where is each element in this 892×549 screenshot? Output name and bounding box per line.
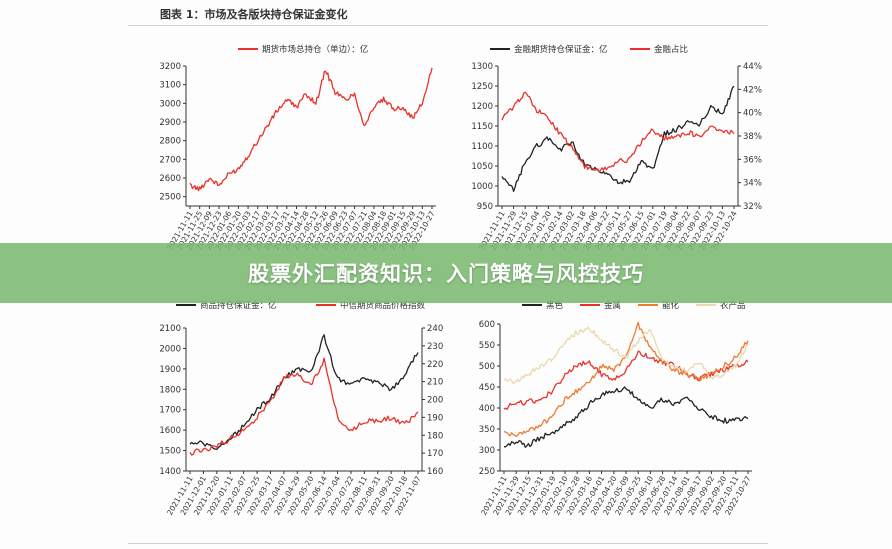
y-tick-label: 950 <box>477 202 493 212</box>
y-tick-label: 1400 <box>159 467 181 477</box>
legend-label: 金融占比 <box>654 44 688 55</box>
y-tick-label: 2700 <box>159 155 181 165</box>
y-tick-label: 2900 <box>159 118 181 128</box>
y-right-tick-label: 36% <box>743 155 762 165</box>
y-tick-label: 2600 <box>159 174 181 184</box>
y-tick-label: 1700 <box>159 406 181 416</box>
y-right-tick-label: 210 <box>427 378 443 388</box>
top-rule <box>128 25 768 26</box>
y-tick-label: 250 <box>479 467 495 477</box>
series-line-1 <box>189 334 419 451</box>
y-right-tick-label: 220 <box>427 360 443 370</box>
legend-label: 黑色 <box>546 300 564 311</box>
series-line-1 <box>189 67 433 192</box>
y-right-tick-label: 190 <box>427 413 443 423</box>
y-right-tick-label: 170 <box>427 449 443 459</box>
y-tick-label: 600 <box>479 320 495 330</box>
y-tick-label: 500 <box>479 362 495 372</box>
y-tick-label: 1800 <box>159 385 181 395</box>
y-tick-label: 350 <box>479 425 495 435</box>
y-right-tick-label: 200 <box>427 396 443 406</box>
series-line-4 <box>503 326 749 385</box>
y-tick-label: 2100 <box>159 324 181 334</box>
banner-overlay: 股票外汇配资知识：入门策略与风控技巧 <box>0 243 892 303</box>
legend-label: 能化 <box>662 300 680 311</box>
y-tick-label: 450 <box>479 383 495 393</box>
y-tick-label: 1500 <box>159 447 181 457</box>
series-line-3 <box>503 321 749 437</box>
legend-label: 商品持仓保证金：亿 <box>200 300 277 311</box>
y-tick-label: 1000 <box>471 182 493 192</box>
y-right-tick-label: 32% <box>743 202 762 212</box>
chart-sector-margin: 2503003504004505005506002021-11-112021-1… <box>479 300 753 517</box>
legend-label: 期货市场总持仓（单边）：亿 <box>262 44 368 55</box>
y-tick-label: 550 <box>479 341 495 351</box>
y-right-tick-label: 34% <box>743 179 762 189</box>
y-tick-label: 1200 <box>471 102 493 112</box>
chart-commodity-margin: 1400 1500 1600 1700 1800 1900 2000 2100 160 170 18… <box>159 300 443 517</box>
y-tick-label: 2000 <box>159 344 181 354</box>
y-right-tick-label: 240 <box>427 324 443 334</box>
y-tick-label: 2500 <box>159 193 181 203</box>
y-tick-label: 400 <box>479 404 495 414</box>
y-right-tick-label: 38% <box>743 132 762 142</box>
y-tick-label: 1150 <box>471 122 493 132</box>
series-line-2 <box>189 357 419 456</box>
y-tick-label: 3000 <box>159 99 181 109</box>
y-tick-label: 1900 <box>159 365 181 375</box>
y-tick-label: 1050 <box>471 162 493 172</box>
y-tick-label: 2800 <box>159 137 181 147</box>
series-line-2 <box>501 91 735 173</box>
y-right-tick-label: 44% <box>743 62 762 72</box>
y-right-tick-label: 230 <box>427 342 443 352</box>
legend-label: 农产品 <box>720 300 746 311</box>
y-tick-label: 1100 <box>471 142 493 152</box>
banner-text: 股票外汇配资知识：入门策略与风控技巧 <box>248 262 644 286</box>
y-tick-label: 1250 <box>471 82 493 92</box>
y-tick-label: 1300 <box>471 62 493 72</box>
bottom-rule <box>128 543 768 544</box>
chart-financial-margin: 950 1000 1050 1100 1150 1200 1250 1300 32% 34% 36%… <box>471 44 762 252</box>
y-right-tick-label: 180 <box>427 431 443 441</box>
series-line-1 <box>501 85 735 192</box>
legend-label: 中信期货商品价格指数 <box>340 300 426 311</box>
y-tick-label: 300 <box>479 446 495 456</box>
legend-label: 金融期货持仓保证金：亿 <box>514 44 608 55</box>
y-right-tick-label: 160 <box>427 467 443 477</box>
series-line-1 <box>503 386 749 448</box>
y-tick-label: 3100 <box>159 81 181 91</box>
y-right-tick-label: 42% <box>743 85 762 95</box>
legend-label: 金属 <box>604 300 621 311</box>
figure-title: 图表 1：市场及各版块持仓保证金变化 <box>160 8 348 21</box>
y-tick-label: 3200 <box>159 62 181 72</box>
chart-total-open-interest: 250026002700280029003000310032002021-11-… <box>159 44 436 252</box>
y-right-tick-label: 40% <box>743 109 762 119</box>
y-tick-label: 1600 <box>159 426 181 436</box>
series-line-2 <box>503 350 749 411</box>
